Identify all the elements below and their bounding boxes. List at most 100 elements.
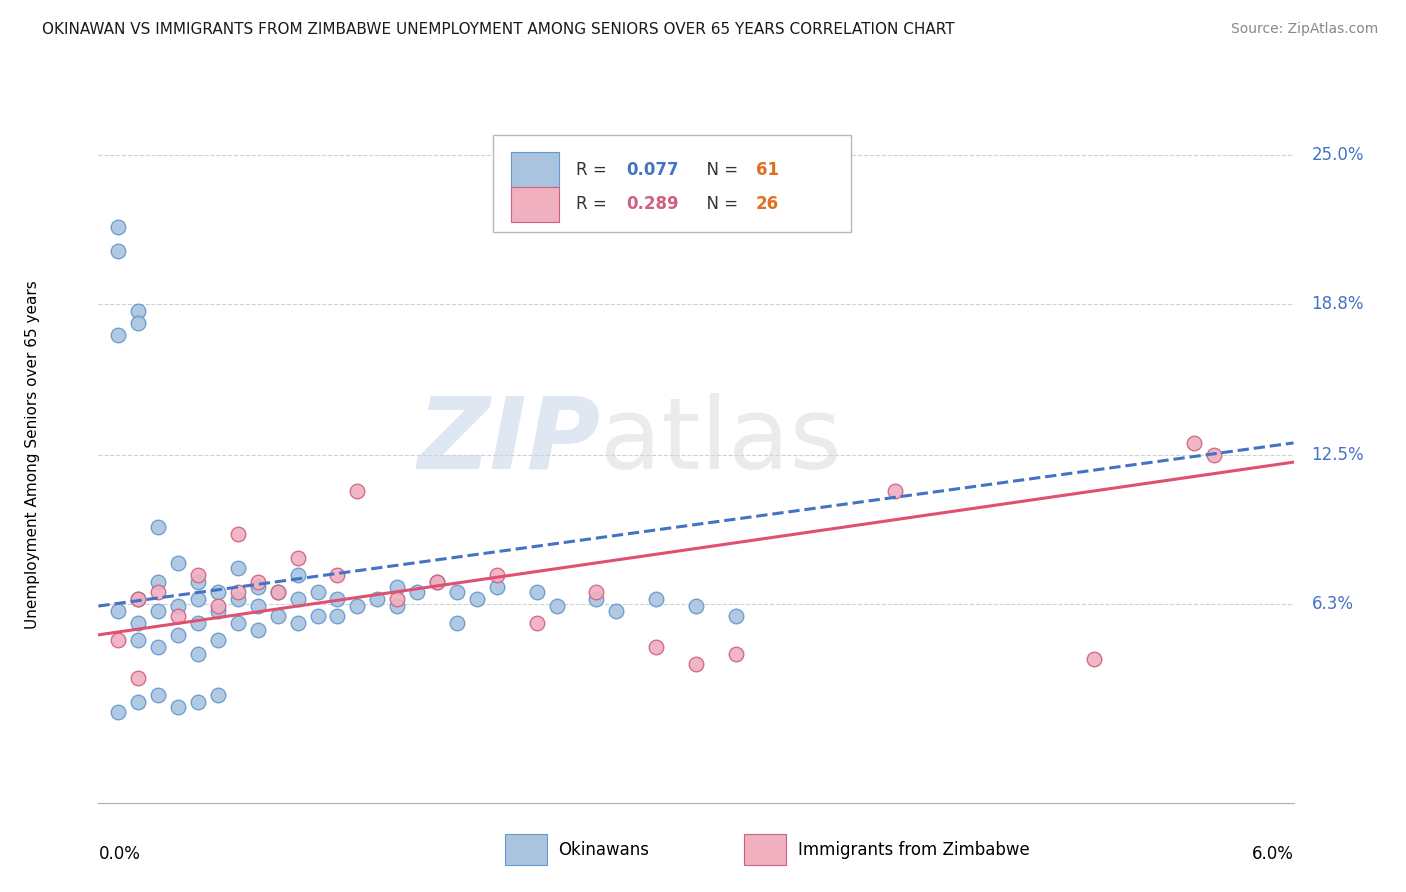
Point — [226, 584, 249, 599]
Point — [526, 615, 548, 630]
Point — [207, 599, 229, 613]
Point — [287, 567, 309, 582]
Point — [107, 604, 129, 618]
Point — [267, 584, 290, 599]
Text: 12.5%: 12.5% — [1312, 446, 1364, 464]
Point — [724, 608, 747, 623]
Point — [326, 567, 349, 582]
Point — [148, 688, 170, 702]
Point — [546, 599, 568, 613]
Point — [346, 599, 368, 613]
Point — [226, 527, 249, 541]
Point — [246, 580, 269, 594]
Point — [645, 591, 668, 606]
Point — [127, 695, 149, 709]
Point — [226, 560, 249, 574]
Point — [246, 575, 269, 590]
Point — [326, 591, 349, 606]
Point — [326, 608, 349, 623]
Text: 0.077: 0.077 — [627, 161, 679, 178]
Point — [526, 584, 548, 599]
Point — [226, 591, 249, 606]
Point — [148, 575, 170, 590]
Text: 26: 26 — [756, 195, 779, 213]
Point — [307, 608, 329, 623]
Point — [167, 628, 190, 642]
Point — [485, 580, 508, 594]
Point — [406, 584, 429, 599]
Text: Unemployment Among Seniors over 65 years: Unemployment Among Seniors over 65 years — [25, 281, 41, 629]
Point — [207, 584, 229, 599]
Point — [366, 591, 388, 606]
Point — [287, 615, 309, 630]
Text: R =: R = — [576, 195, 613, 213]
Point — [187, 567, 209, 582]
Point — [724, 647, 747, 661]
Text: atlas: atlas — [600, 392, 842, 490]
Point — [148, 520, 170, 534]
Text: Source: ZipAtlas.com: Source: ZipAtlas.com — [1230, 22, 1378, 37]
Text: 6.0%: 6.0% — [1251, 845, 1294, 863]
Point — [446, 584, 468, 599]
Point — [167, 699, 190, 714]
Text: 0.0%: 0.0% — [98, 845, 141, 863]
Text: Okinawans: Okinawans — [558, 841, 650, 859]
Point — [585, 591, 607, 606]
Point — [385, 599, 409, 613]
Point — [385, 580, 409, 594]
Point — [187, 615, 209, 630]
Point — [107, 244, 129, 258]
Point — [226, 615, 249, 630]
Point — [1202, 448, 1225, 462]
Text: 6.3%: 6.3% — [1312, 595, 1354, 613]
Point — [426, 575, 449, 590]
Text: 61: 61 — [756, 161, 779, 178]
Point — [207, 632, 229, 647]
Bar — [510, 187, 558, 222]
Point — [287, 551, 309, 566]
Point — [446, 615, 468, 630]
Point — [187, 647, 209, 661]
Text: 25.0%: 25.0% — [1312, 146, 1364, 164]
Point — [346, 483, 368, 498]
Point — [267, 608, 290, 623]
Point — [685, 657, 707, 671]
Text: 0.289: 0.289 — [627, 195, 679, 213]
Point — [167, 556, 190, 570]
Text: Immigrants from Zimbabwe: Immigrants from Zimbabwe — [797, 841, 1029, 859]
Point — [307, 584, 329, 599]
Point — [465, 591, 488, 606]
Point — [127, 316, 149, 330]
Text: ZIP: ZIP — [418, 392, 600, 490]
Point — [287, 591, 309, 606]
Point — [127, 304, 149, 318]
Text: R =: R = — [576, 161, 613, 178]
Point — [485, 567, 508, 582]
Point — [187, 575, 209, 590]
Point — [187, 591, 209, 606]
FancyBboxPatch shape — [494, 135, 851, 232]
Point — [107, 328, 129, 343]
Point — [605, 604, 627, 618]
Point — [127, 671, 149, 685]
Point — [167, 599, 190, 613]
Text: 18.8%: 18.8% — [1312, 294, 1364, 313]
Point — [187, 695, 209, 709]
Point — [148, 584, 170, 599]
Point — [645, 640, 668, 654]
Point — [127, 591, 149, 606]
Point — [585, 584, 607, 599]
Text: N =: N = — [696, 161, 744, 178]
Text: OKINAWAN VS IMMIGRANTS FROM ZIMBABWE UNEMPLOYMENT AMONG SENIORS OVER 65 YEARS CO: OKINAWAN VS IMMIGRANTS FROM ZIMBABWE UNE… — [42, 22, 955, 37]
Point — [148, 604, 170, 618]
Point — [127, 615, 149, 630]
Point — [246, 623, 269, 637]
Bar — [744, 834, 786, 865]
Point — [107, 632, 129, 647]
Point — [127, 632, 149, 647]
Point — [107, 705, 129, 719]
Point — [1083, 652, 1105, 666]
Point — [385, 591, 409, 606]
Point — [884, 483, 907, 498]
Bar — [505, 834, 547, 865]
